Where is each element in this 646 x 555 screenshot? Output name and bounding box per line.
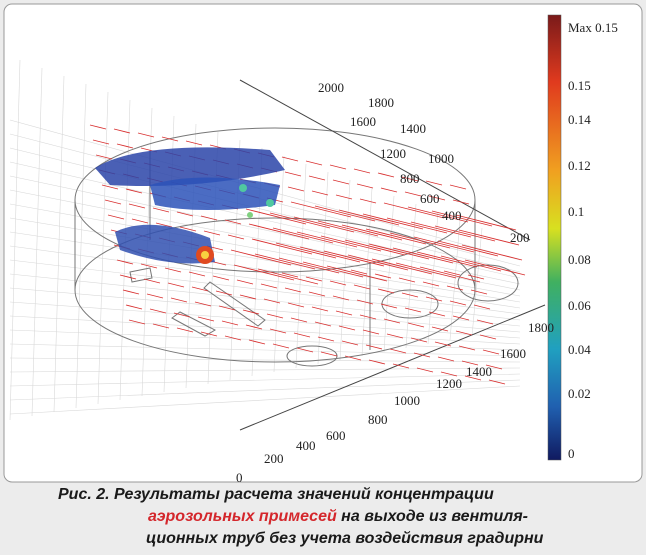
axis-tick-label: 200	[264, 451, 284, 466]
caption-line: Рис. 2. Результаты расчета значений конц…	[58, 486, 494, 504]
axis-tick-label: 400	[296, 438, 316, 453]
axis-tick-label: 1200	[436, 376, 462, 391]
caption-highlight: аэрозольных примесей	[148, 508, 337, 525]
axis-tick-label: 200	[510, 230, 530, 245]
colorbar-label: 0.15	[568, 78, 591, 93]
axis-tick-label: 1600	[350, 114, 376, 129]
colorbar-label: Max 0.15	[568, 20, 618, 35]
colorbar-label: 0.14	[568, 112, 591, 127]
axis-tick-label: 1800	[368, 95, 394, 110]
caption-line: аэрозольных примесей на выходе из вентил…	[148, 508, 528, 526]
axis-tick-label: 600	[420, 191, 440, 206]
axis-tick-label: 1800	[528, 320, 554, 335]
axis-tick-label: 1000	[394, 393, 420, 408]
axis-tick-label: 0	[236, 470, 243, 485]
axis-tick-label: 1600	[500, 346, 526, 361]
axis-tick-label: 2000	[318, 80, 344, 95]
colorbar-label: 0.08	[568, 252, 591, 267]
colorbar-label: 0.1	[568, 204, 584, 219]
colorbar	[548, 15, 561, 460]
figure: 2000180016001400120010008006004002001800…	[0, 0, 646, 555]
axis-tick-label: 800	[368, 412, 388, 427]
axis-tick-label: 1400	[400, 121, 426, 136]
colorbar-label: 0.06	[568, 298, 591, 313]
plot-area	[4, 4, 642, 482]
axis-tick-label: 1400	[466, 364, 492, 379]
colorbar-label: 0.04	[568, 342, 591, 357]
axis-tick-label: 1000	[428, 151, 454, 166]
colorbar-label: 0	[568, 446, 575, 461]
axis-tick-label: 600	[326, 428, 346, 443]
colorbar-label: 0.02	[568, 386, 591, 401]
axis-tick-label: 1200	[380, 146, 406, 161]
caption-line: ционных труб без учета воздействия гради…	[146, 530, 543, 548]
axis-tick-label: 400	[442, 208, 462, 223]
axis-tick-label: 800	[400, 171, 420, 186]
page: {"figure": { "back_axis_labels": ["2000"…	[0, 0, 646, 555]
colorbar-label: 0.12	[568, 158, 591, 173]
caption-text: на выходе из вентиля-	[337, 508, 528, 525]
